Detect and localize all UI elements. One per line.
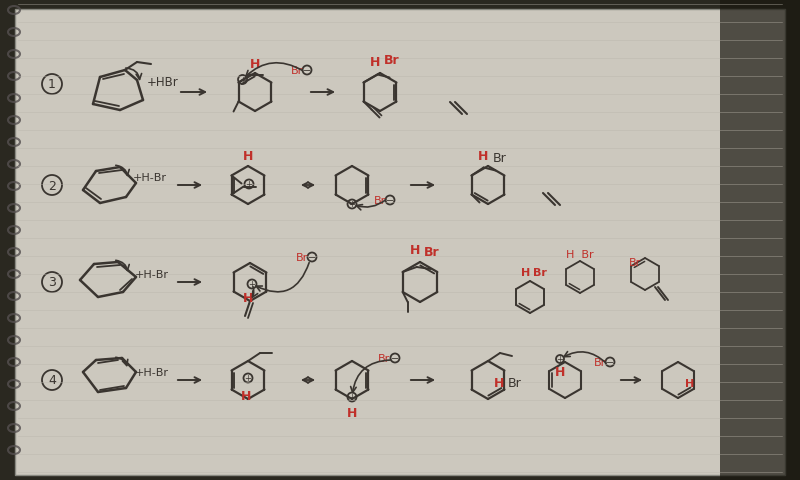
Text: +H‑Br: +H‑Br xyxy=(133,173,167,182)
Text: −: − xyxy=(308,252,316,262)
Text: H: H xyxy=(685,378,694,388)
Text: Br: Br xyxy=(374,195,386,205)
Text: Br: Br xyxy=(378,353,390,363)
Text: Br: Br xyxy=(507,376,522,389)
Text: Br: Br xyxy=(296,252,308,263)
Bar xyxy=(720,0,800,480)
Text: Br: Br xyxy=(493,152,507,165)
Text: H: H xyxy=(478,149,488,162)
Text: H: H xyxy=(347,407,357,420)
Text: 3: 3 xyxy=(48,276,56,289)
Text: Br: Br xyxy=(629,257,641,267)
Text: +: + xyxy=(239,75,246,84)
Text: −: − xyxy=(391,353,399,363)
Text: +: + xyxy=(249,280,255,288)
Text: 4: 4 xyxy=(48,374,56,387)
Text: +: + xyxy=(557,354,563,363)
Text: H: H xyxy=(370,56,380,69)
Text: Br: Br xyxy=(594,357,606,367)
Text: 1: 1 xyxy=(48,78,56,91)
Text: Br: Br xyxy=(533,267,547,277)
Text: H: H xyxy=(522,267,530,277)
Text: +HBr: +HBr xyxy=(147,76,179,89)
Text: +: + xyxy=(245,373,251,383)
Text: Br: Br xyxy=(424,246,440,259)
Text: H: H xyxy=(241,390,251,403)
Text: −: − xyxy=(303,66,311,75)
Text: +H‑Br: +H‑Br xyxy=(135,269,169,279)
Text: +H‑Br: +H‑Br xyxy=(135,367,169,377)
Text: +: + xyxy=(349,392,355,401)
Text: 2: 2 xyxy=(48,179,56,192)
Text: Br: Br xyxy=(384,54,400,67)
Text: H  Br: H Br xyxy=(566,250,594,260)
Text: +: + xyxy=(246,180,253,189)
Text: H: H xyxy=(243,292,253,305)
Text: H: H xyxy=(494,376,505,389)
Text: −: − xyxy=(606,357,614,367)
Text: H: H xyxy=(410,244,420,257)
Text: +: + xyxy=(349,200,355,209)
Text: −: − xyxy=(386,195,394,205)
Text: H: H xyxy=(243,150,253,163)
Text: Br: Br xyxy=(291,66,303,76)
Text: H: H xyxy=(250,58,260,71)
Text: H: H xyxy=(555,366,565,379)
